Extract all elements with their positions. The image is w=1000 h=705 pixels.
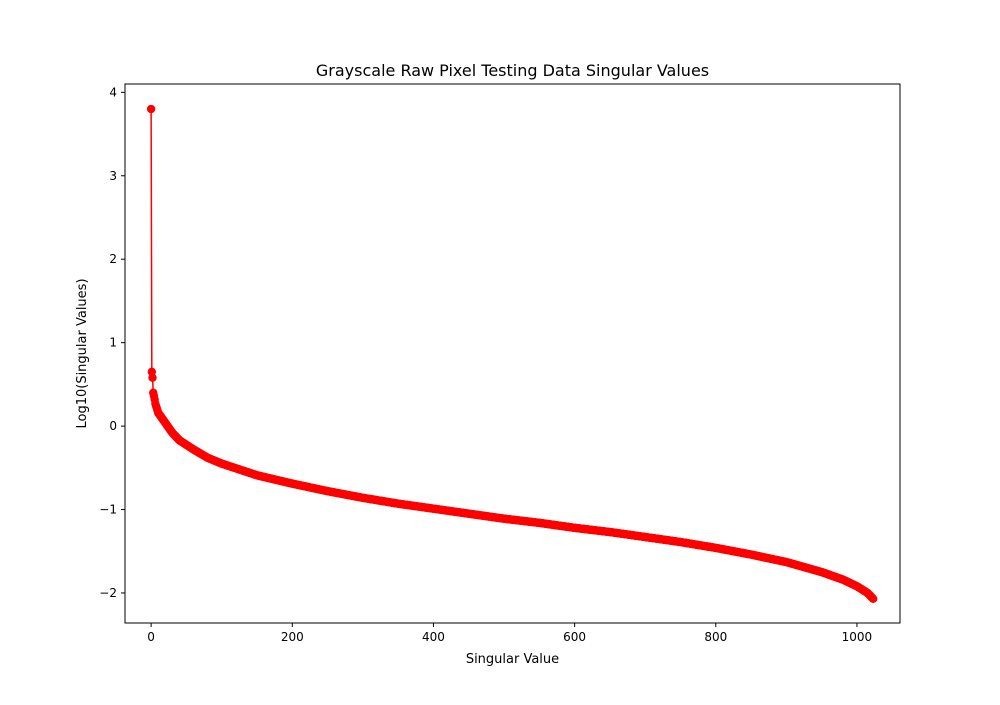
- x-axis: 0 200 400 600 800 1000: [147, 623, 872, 644]
- x-tick-label: 0: [147, 630, 155, 644]
- series-line: [150, 109, 874, 600]
- x-tick-label: 1000: [842, 630, 873, 644]
- data-point: [148, 373, 157, 382]
- y-tick-label: 4: [109, 85, 117, 99]
- series-layer: [146, 104, 878, 603]
- y-tick-label: 3: [109, 169, 117, 183]
- x-axis-label: Singular Value: [466, 652, 559, 667]
- x-tick-label: 600: [563, 630, 586, 644]
- plot-frame: [124, 83, 901, 624]
- y-tick-label: 2: [109, 252, 117, 266]
- y-axis-label: Log10(Singular Values): [75, 278, 90, 428]
- y-tick-label: −1: [99, 503, 117, 517]
- y-tick-label: 1: [109, 336, 117, 350]
- y-tick-label: 0: [109, 419, 117, 433]
- series-markers: [146, 104, 878, 603]
- x-tick-label: 800: [704, 630, 727, 644]
- chart-title: Grayscale Raw Pixel Testing Data Singula…: [316, 61, 709, 80]
- data-point: [146, 104, 156, 114]
- x-tick-label: 200: [281, 630, 304, 644]
- data-point: [868, 594, 878, 603]
- y-tick-label: −2: [99, 586, 117, 600]
- x-tick-label: 400: [422, 630, 445, 644]
- y-axis: −2 −1 0 1 2 3 4: [99, 85, 125, 600]
